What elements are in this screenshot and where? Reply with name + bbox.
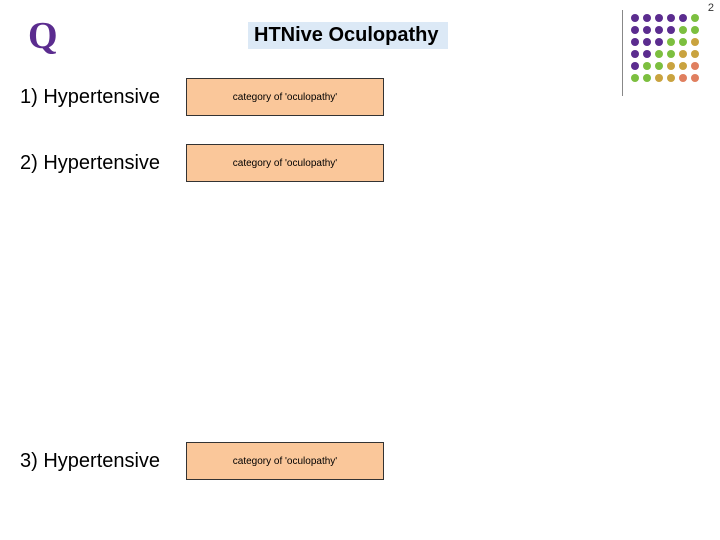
- dot-icon: [691, 26, 699, 34]
- item-1-label: 1) Hypertensive: [20, 86, 160, 109]
- item-2-label: 2) Hypertensive: [20, 152, 160, 175]
- vertical-divider: [622, 10, 623, 96]
- dot-icon: [655, 38, 663, 46]
- item-1-category-box: category of 'oculopathy': [186, 78, 384, 116]
- dot-icon: [691, 14, 699, 22]
- dot-icon: [667, 38, 675, 46]
- dot-icon: [643, 74, 651, 82]
- page-number: 2: [708, 2, 714, 14]
- decorative-dot-grid: [631, 14, 700, 83]
- dot-icon: [655, 26, 663, 34]
- dot-icon: [679, 38, 687, 46]
- dot-icon: [631, 14, 639, 22]
- dot-icon: [679, 26, 687, 34]
- item-3-category-box: category of 'oculopathy': [186, 442, 384, 480]
- dot-icon: [655, 14, 663, 22]
- dot-icon: [679, 62, 687, 70]
- dot-icon: [643, 50, 651, 58]
- dot-icon: [691, 62, 699, 70]
- question-label: Q: [28, 14, 58, 58]
- dot-icon: [643, 26, 651, 34]
- item-1-category-text: category of 'oculopathy': [233, 92, 337, 103]
- dot-icon: [631, 26, 639, 34]
- dot-icon: [679, 74, 687, 82]
- dot-icon: [667, 26, 675, 34]
- dot-icon: [655, 62, 663, 70]
- dot-icon: [631, 62, 639, 70]
- dot-icon: [631, 38, 639, 46]
- dot-icon: [667, 74, 675, 82]
- item-3-category-text: category of 'oculopathy': [233, 456, 337, 467]
- dot-icon: [655, 74, 663, 82]
- slide-title: HTNive Oculopathy: [248, 22, 448, 49]
- item-3-label: 3) Hypertensive: [20, 450, 160, 473]
- dot-icon: [631, 50, 639, 58]
- item-2-category-text: category of 'oculopathy': [233, 158, 337, 169]
- dot-icon: [643, 62, 651, 70]
- dot-icon: [691, 74, 699, 82]
- dot-icon: [691, 50, 699, 58]
- dot-icon: [679, 14, 687, 22]
- dot-icon: [667, 50, 675, 58]
- dot-icon: [667, 62, 675, 70]
- dot-icon: [643, 14, 651, 22]
- dot-icon: [691, 38, 699, 46]
- dot-icon: [679, 50, 687, 58]
- dot-icon: [631, 74, 639, 82]
- dot-icon: [655, 50, 663, 58]
- dot-icon: [643, 38, 651, 46]
- item-2-category-box: category of 'oculopathy': [186, 144, 384, 182]
- dot-icon: [667, 14, 675, 22]
